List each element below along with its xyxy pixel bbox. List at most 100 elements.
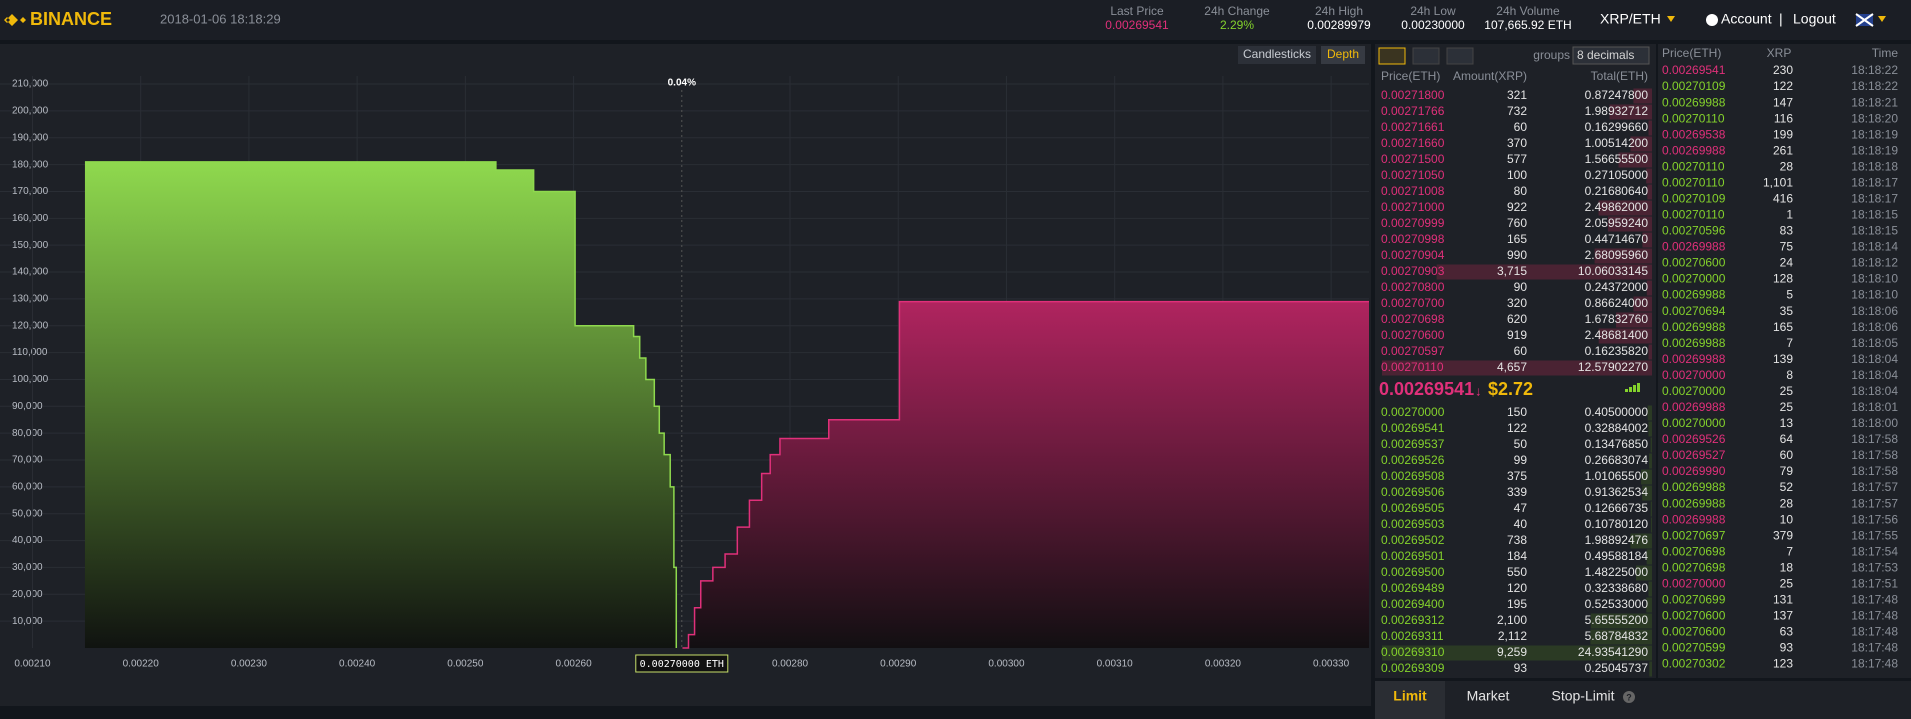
order-cell: 922 [1507,200,1527,214]
order-cell: 0.00270600 [1381,328,1445,342]
trade-cell: 0.00269988 [1662,352,1726,366]
order-cell: 2.49862000 [1585,200,1649,214]
order-cell: 0.00271008 [1381,184,1445,198]
trade-cell: 0.00270694 [1662,304,1726,318]
trade-cell: 128 [1773,272,1793,286]
order-cell: 0.26683074 [1585,453,1649,467]
order-cell: 0.32338680 [1585,581,1649,595]
trade-cell: 18:18:17 [1851,175,1898,189]
depth-bar [1649,661,1652,677]
trade-cell: 230 [1773,63,1793,77]
y-tick-label: 60,000 [12,482,43,493]
trade-cell: 18:17:54 [1851,544,1898,558]
trade-cell: 13 [1780,416,1794,430]
order-cell: 0.00270698 [1381,312,1445,326]
order-tab[interactable]: Stop-Limit [1551,688,1614,704]
depth-bar [1641,469,1652,485]
trade-cell: 79 [1780,464,1794,478]
help-icon[interactable] [1623,691,1635,703]
chart-tab-label[interactable]: Depth [1327,47,1359,61]
view-toggle[interactable] [1378,47,1406,65]
order-tab[interactable]: Market [1467,688,1510,704]
y-tick-label: 150,000 [12,240,49,251]
logo[interactable]: BINANCE [30,9,112,29]
order-cell: 620 [1507,312,1527,326]
datetime: 2018-01-06 18:18:29 [160,11,281,26]
order-cell: 10.06033145 [1578,264,1648,278]
trade-cell: 25 [1780,400,1794,414]
y-tick-label: 160,000 [12,213,49,224]
active-tab[interactable] [1375,681,1445,719]
column-header: XRP [1767,46,1792,60]
order-cell: 0.27105000 [1585,168,1649,182]
header-bar [0,0,1911,40]
trade-cell: 18:18:17 [1851,191,1898,205]
trade-cell: 0.00270698 [1662,544,1726,558]
help-mark[interactable]: ? [1626,692,1632,702]
x-tick-label: 0.00330 [1313,659,1350,670]
signal-bar [1629,387,1632,392]
logout-link[interactable]: Logout [1793,11,1836,27]
stat-value: 2.29% [1220,18,1254,32]
view-toggle[interactable] [1446,47,1474,65]
order-cell: 0.00269312 [1381,613,1445,627]
account-link[interactable]: Account [1721,11,1772,27]
trade-cell: 131 [1773,592,1793,606]
spread-label: 0.04% [668,78,696,89]
order-cell: 0.00269310 [1381,645,1445,659]
chart-tab[interactable] [1238,46,1316,64]
order-cell: 1.56655500 [1585,152,1649,166]
last-usd: $2.72 [1488,379,1533,399]
order-cell: 0.16235820 [1585,344,1649,358]
trade-cell: 18:18:10 [1851,288,1898,302]
trade-cell: 139 [1773,352,1793,366]
depth-bar [1590,629,1652,645]
y-tick-label: 210,000 [12,79,49,90]
order-cell: 0.00269508 [1381,469,1445,483]
column-header: Price(ETH) [1662,46,1721,60]
order-cell: 0.32884002 [1585,421,1649,435]
x-tick-label: 0.00310 [1097,659,1134,670]
order-cell: 732 [1507,104,1527,118]
pair-selector[interactable]: XRP/ETH [1600,11,1661,27]
order-tab[interactable]: Limit [1393,688,1427,704]
trade-cell: 63 [1780,625,1794,639]
order-cell: 0.00270800 [1381,280,1445,294]
depth-line [84,161,678,648]
decimals-select[interactable] [1572,46,1650,65]
decimals-value[interactable]: 8 decimals [1577,48,1634,62]
trade-cell: 0.00269988 [1662,143,1726,157]
order-cell: 0.00271500 [1381,152,1445,166]
depth-bar [1382,645,1652,661]
order-cell: 0.00270998 [1381,232,1445,246]
trade-cell: 0.00270109 [1662,79,1726,93]
depth-bar [1642,232,1652,248]
signal-bar [1637,383,1640,392]
order-cell: 47 [1514,501,1528,515]
order-cell: 339 [1507,485,1527,499]
depth-bar [1648,581,1652,597]
order-cell: 1.48225000 [1585,565,1649,579]
order-cell: 0.00270000 [1381,405,1445,419]
order-cell: 3,715 [1497,264,1527,278]
trade-cell: 165 [1773,320,1793,334]
view-toggle[interactable] [1412,47,1440,65]
order-cell: 0.00271661 [1381,120,1445,134]
account-icon [1706,14,1718,26]
order-cell: 0.12666735 [1585,501,1649,515]
depth-bar [1646,549,1652,565]
trade-cell: 18:17:48 [1851,609,1898,623]
trade-cell: 18:18:05 [1851,336,1898,350]
order-cell: 12.57902270 [1578,360,1648,374]
chart-tab-label[interactable]: Candlesticks [1243,47,1311,61]
trade-cell: 1,101 [1763,175,1793,189]
x-tick-label: 0.00300 [988,659,1025,670]
order-cell: 60 [1514,344,1528,358]
depth-bar [1590,613,1652,629]
signal-bar [1633,385,1636,392]
chart-tab[interactable] [1321,46,1365,64]
trade-cell: 18:17:51 [1851,576,1898,590]
depth-bar [1607,216,1652,232]
trade-cell: 18:18:01 [1851,400,1898,414]
trade-cell: 28 [1780,496,1794,510]
